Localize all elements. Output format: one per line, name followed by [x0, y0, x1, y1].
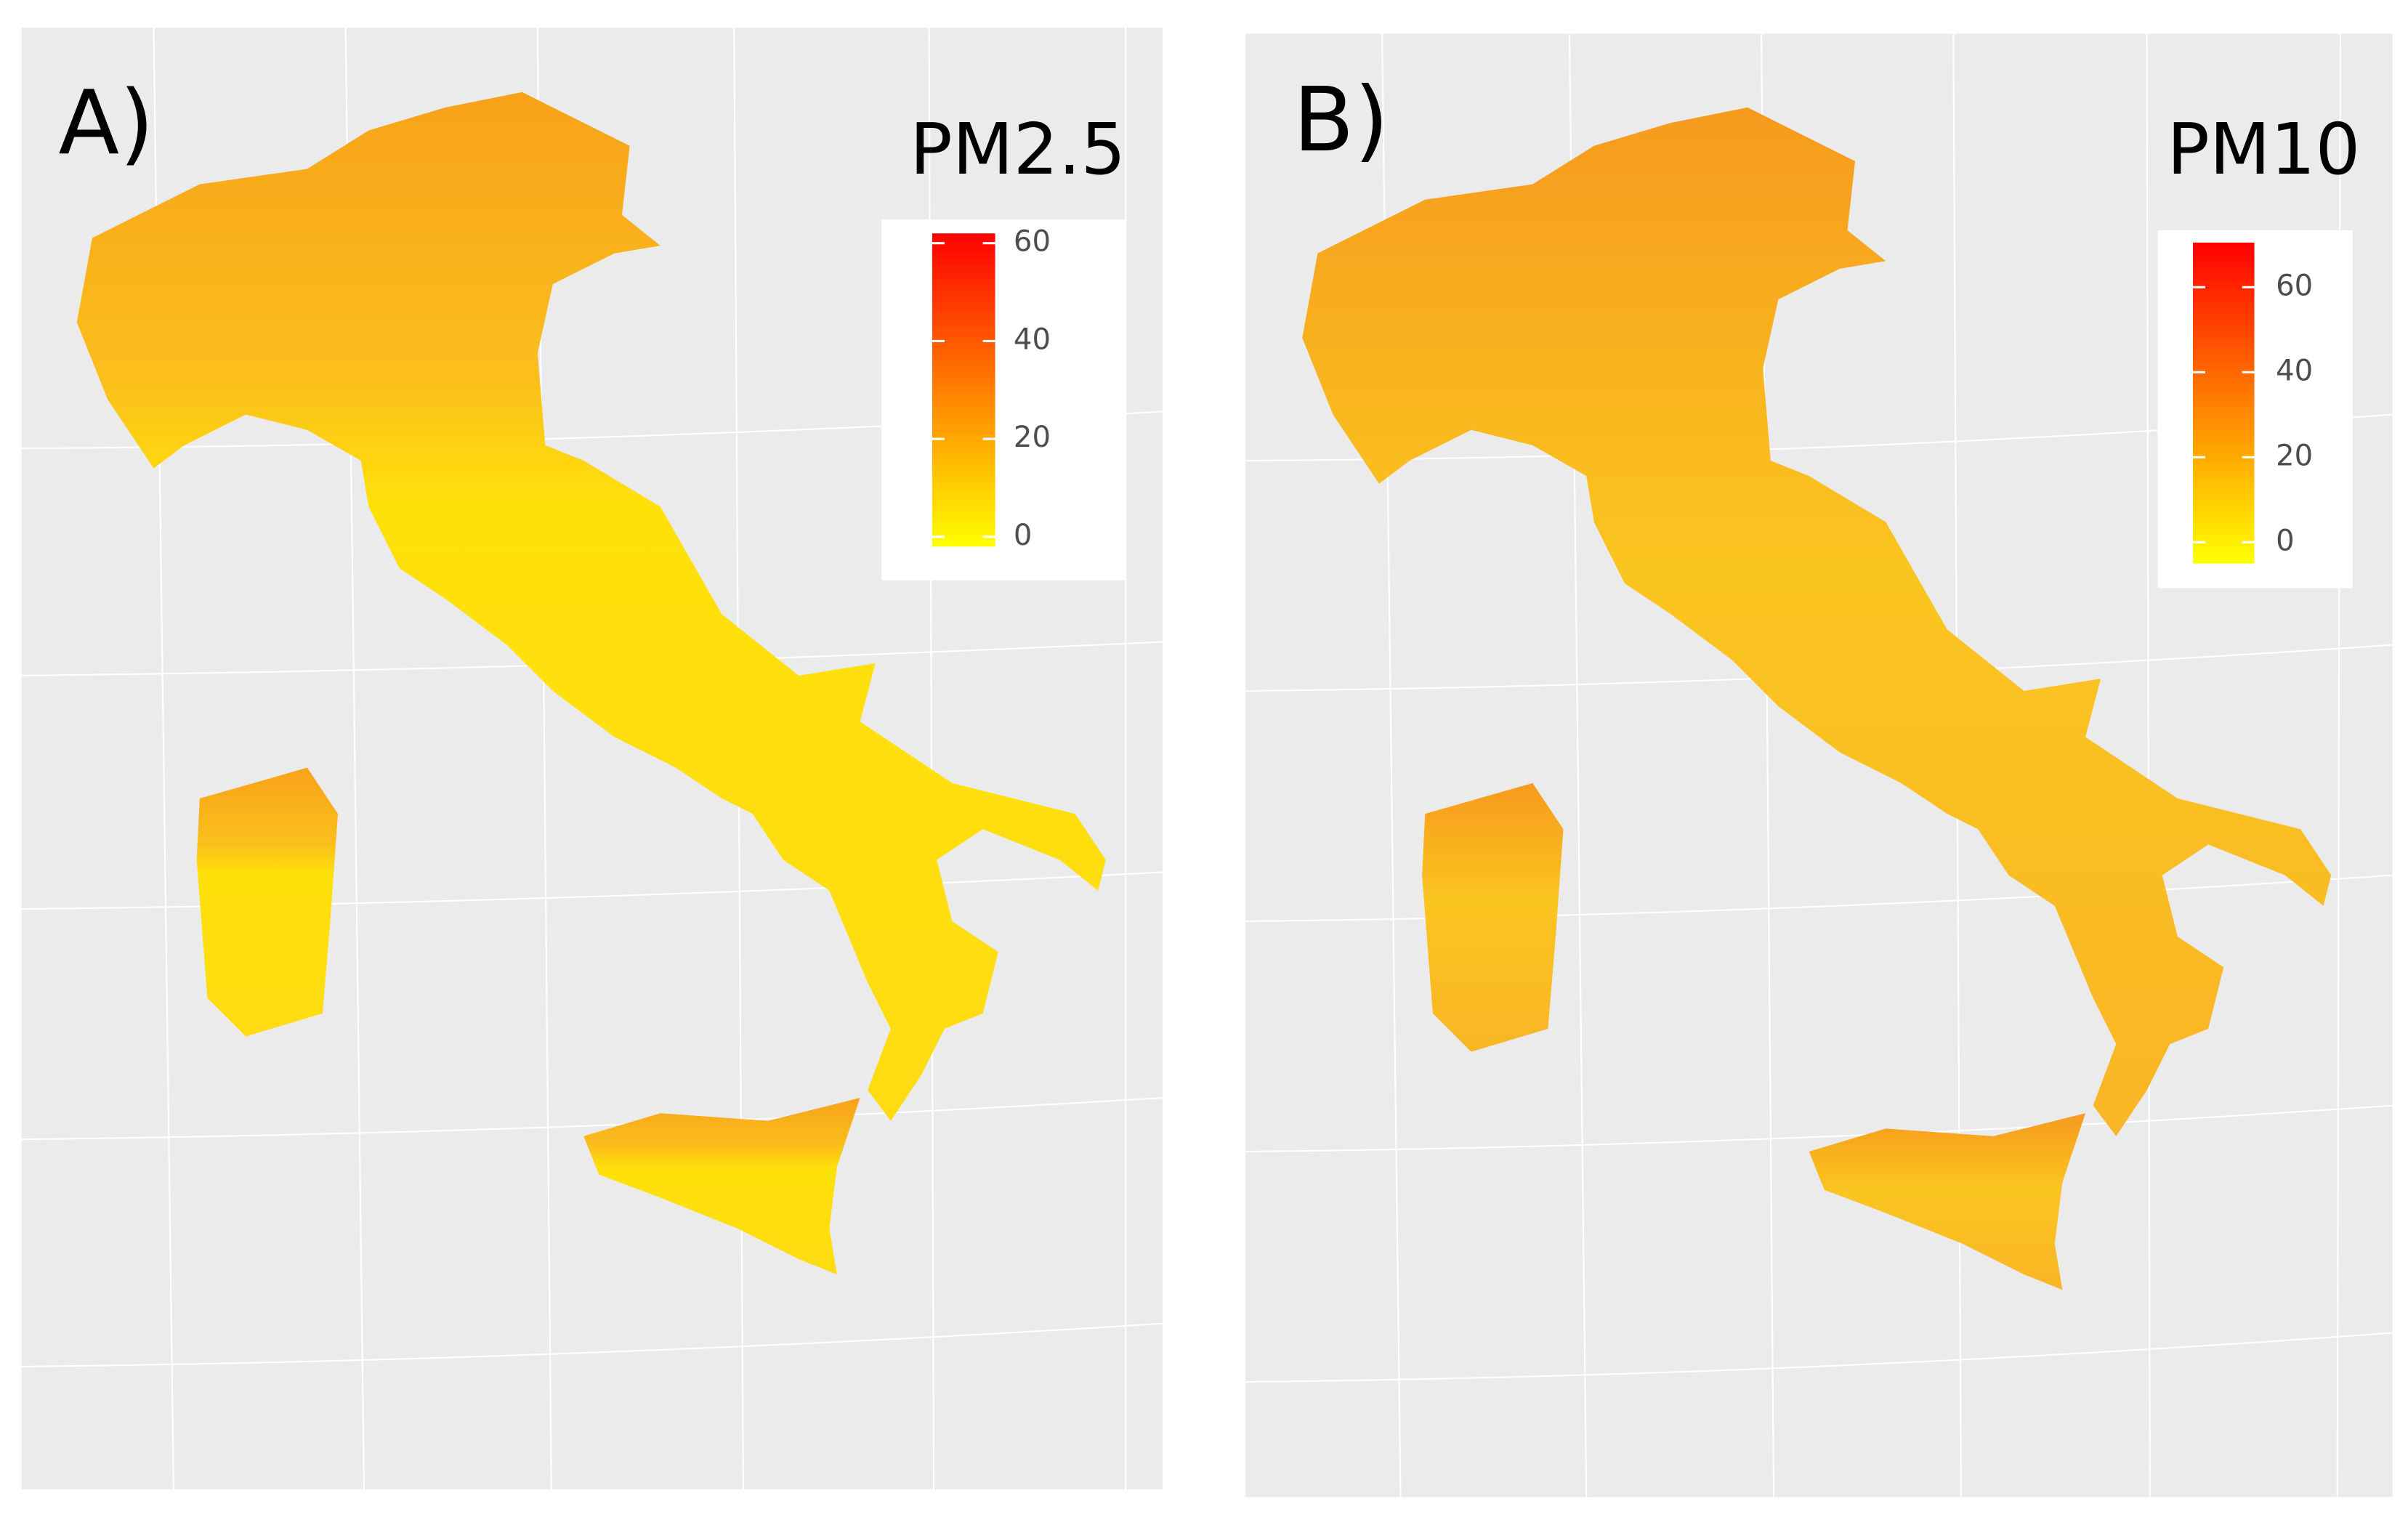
legend-title: PM2.5: [910, 108, 1126, 190]
legend-title: PM10: [2167, 108, 2360, 190]
tick-label: 20: [2276, 439, 2313, 472]
tick-label: 0: [2276, 524, 2295, 557]
tick-label: 60: [2276, 269, 2313, 302]
tick-label: 20: [1014, 421, 1051, 454]
colorbar: [2193, 242, 2255, 564]
tick-label: 40: [1014, 323, 1051, 356]
legend: PM2.5 0 20 40 60: [881, 108, 1126, 581]
tick-label: 40: [2276, 354, 2313, 387]
colorbar: [932, 233, 995, 547]
legend-box: [2157, 230, 2353, 588]
panel-label: A): [58, 70, 154, 174]
legend-box: [881, 219, 1126, 581]
tick-label: 0: [1014, 519, 1033, 552]
tick-label: 60: [1014, 225, 1051, 259]
legend: PM10 0 20 40 60: [2157, 108, 2360, 588]
panel-label: B): [1293, 68, 1389, 171]
